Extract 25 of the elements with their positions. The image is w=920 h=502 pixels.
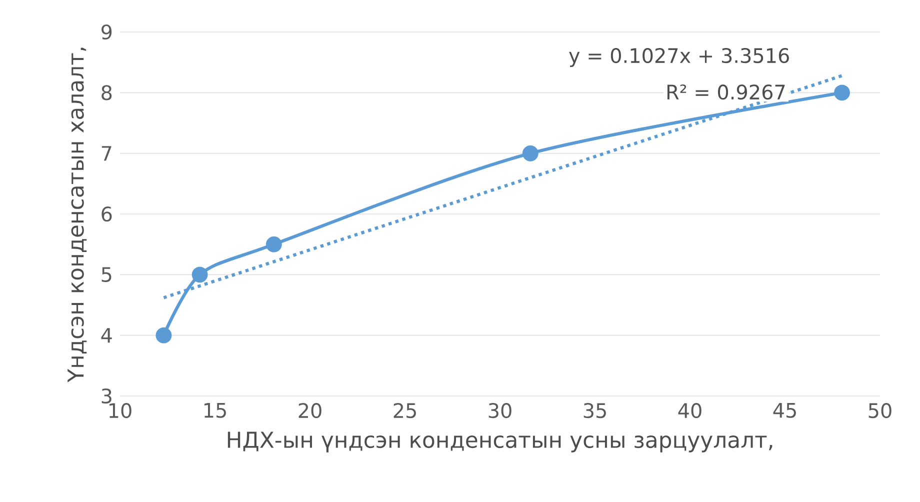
y-tick-label: 7 [102,146,112,161]
x-tick-label: 25 [394,403,416,418]
x-tick-label: 50 [868,403,892,418]
x-tick-label: 40 [678,403,702,418]
annotation: y = 0.1027x + 3.3516 [569,48,789,67]
point [834,84,850,101]
x-tick-label: 30 [488,403,512,418]
point [192,266,208,283]
y-tick-label: 5 [102,267,112,282]
y-tick-label: 4 [101,328,112,343]
x-tick-label: 15 [204,403,226,418]
point [522,145,538,162]
x-axis-title: НДХ-ын үндсэн конденсатын усны зарцуулалт, [228,432,772,452]
x-tick-label: 45 [773,403,796,418]
point [156,327,172,344]
x-tick-label: 20 [298,403,322,418]
x-tick-label: 35 [584,403,606,418]
y-tick-label: 8 [102,85,112,100]
point [266,236,282,252]
y-tick-label: 3 [102,388,112,404]
annotation: R² = 0.9267 [667,84,785,100]
y-tick-label: 6 [102,206,112,222]
y-axis-title: Үндсэн конденсатын халалт, [68,48,87,382]
y-tick-label: 9 [102,24,112,40]
x-tick-label: 10 [110,403,132,418]
